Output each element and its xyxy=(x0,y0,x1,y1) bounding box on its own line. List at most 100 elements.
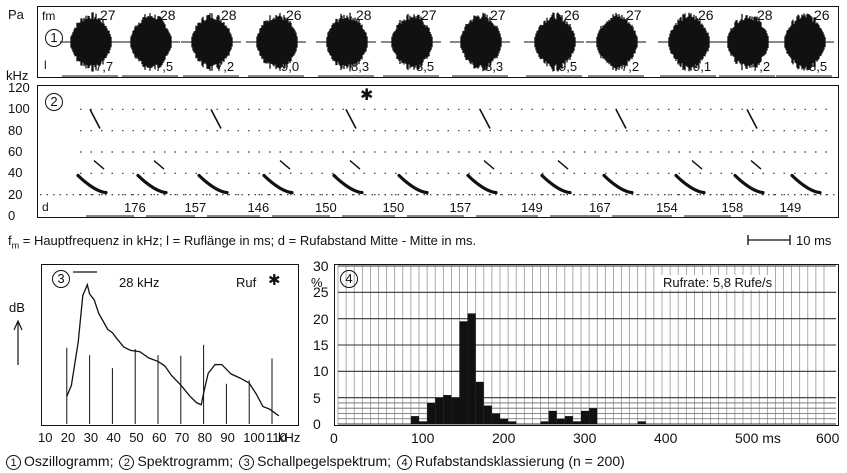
waveform xyxy=(596,12,638,72)
fundamental-sweep xyxy=(332,173,364,195)
harmonic-2 xyxy=(349,160,361,170)
l-value: 7,7 xyxy=(95,59,114,74)
interval-value: 149 xyxy=(779,200,802,215)
fundamental-sweep xyxy=(76,173,108,195)
fundamental-sweep xyxy=(197,173,229,195)
fundamental-sweep xyxy=(733,173,765,195)
interval-value: 176 xyxy=(124,200,146,215)
hist-bar xyxy=(491,413,500,424)
figure-caption: 1 Oszillogramm; 2 Spektrogramm; 3 Schallpegel… xyxy=(6,454,631,470)
spectrogram-panel xyxy=(37,85,839,218)
l-value: 7,2 xyxy=(621,59,640,74)
hist-bar xyxy=(427,402,436,424)
l-value: 7,2 xyxy=(216,59,235,74)
spectrum-call-label: Ruf xyxy=(236,275,257,290)
harmonic-2 xyxy=(750,160,762,170)
harmonic-3 xyxy=(210,108,222,129)
hist-bar xyxy=(410,416,419,424)
hist-x-tick: 200 xyxy=(492,430,516,446)
hist-bar xyxy=(419,421,428,424)
fm-value: 27 xyxy=(421,7,437,23)
pa-axis-label: Pa xyxy=(8,7,24,22)
hist-y-tick: 10 xyxy=(313,363,329,380)
fm-value: 27 xyxy=(100,7,116,23)
legend-fm: f xyxy=(8,233,12,248)
waveform xyxy=(256,13,298,71)
waveform xyxy=(191,13,233,71)
caption-text: Rufabstandsklassierung (n = 200) xyxy=(415,453,625,469)
hist-y-tick: 25 xyxy=(313,284,329,301)
l-value: 9,1 xyxy=(693,59,712,74)
fundamental-sweep xyxy=(262,173,294,195)
spectrogram-marker: 2 xyxy=(45,93,63,111)
l-row-label: l xyxy=(44,58,47,72)
fundamental-sweep xyxy=(397,173,429,195)
interval-value: 157 xyxy=(184,200,207,215)
fm-value: 28 xyxy=(356,7,372,23)
caption-number: 3 xyxy=(239,455,255,470)
l-value: 8,5 xyxy=(416,59,435,74)
hist-bar xyxy=(451,397,460,424)
waveform xyxy=(130,13,172,71)
l-value: 8,5 xyxy=(809,59,828,74)
spectrum-x-tick: 60 xyxy=(152,430,167,445)
hist-x-tick: 300 xyxy=(573,430,597,446)
spec-y-tick: 80 xyxy=(8,122,23,138)
hist-bar xyxy=(459,321,468,424)
caption-item: 3 Schallpegelspektrum; xyxy=(239,453,391,470)
interval-value: 146 xyxy=(247,200,270,215)
spectrum-x-tick: 90 xyxy=(220,430,235,445)
call-star-marker: ✱ xyxy=(360,87,374,104)
spec-y-tick: 60 xyxy=(8,144,23,159)
interval-value: 154 xyxy=(656,200,678,215)
fm-value: 26 xyxy=(698,7,714,23)
hist-bar xyxy=(564,416,573,424)
spectrum-x-tick: 70 xyxy=(174,430,190,445)
histogram-marker: 4 xyxy=(340,270,358,288)
spectrum-x-unit: kHz xyxy=(278,430,301,445)
histogram-yunit: % xyxy=(311,275,323,290)
hist-bar xyxy=(435,397,444,424)
interval-value: 167 xyxy=(589,200,611,215)
harmonic-3 xyxy=(345,108,357,129)
spec-y-tick: 120 xyxy=(8,80,30,95)
spectrum-ylabel: dB xyxy=(9,300,25,315)
fm-value: 28 xyxy=(757,7,773,23)
waveform xyxy=(70,12,112,72)
oscillogram-marker: 1 xyxy=(45,29,63,47)
hist-x-tick: 0 xyxy=(330,430,338,446)
waveform xyxy=(460,12,502,72)
fundamental-sweep xyxy=(790,173,822,195)
hist-y-tick: 0 xyxy=(313,416,321,432)
spectrum-marker: 3 xyxy=(52,270,70,288)
fm-value: 26 xyxy=(564,7,580,23)
waveform xyxy=(668,12,710,72)
hist-bar xyxy=(443,395,452,424)
hist-y-tick: 5 xyxy=(313,389,321,406)
legend-text: = Hauptfrequenz in kHz; l = Ruflänge in … xyxy=(19,233,477,248)
spectrum-x-tick: 30 xyxy=(83,430,99,445)
fundamental-sweep xyxy=(602,173,634,195)
hist-y-tick: 20 xyxy=(313,310,329,327)
caption-number: 4 xyxy=(397,455,413,470)
harmonic-3 xyxy=(746,108,758,129)
spectrum-x-tick: 80 xyxy=(197,430,213,445)
interval-value: 158 xyxy=(721,200,744,215)
harmonic-2 xyxy=(691,160,703,170)
l-value: 7,5 xyxy=(155,59,174,74)
spectrum-peak-label: 28 kHz xyxy=(119,275,160,290)
fundamental-sweep xyxy=(540,173,572,195)
caption-number: 1 xyxy=(6,455,21,470)
caption-item: 2 Spektrogramm; xyxy=(119,453,233,470)
caption-item: 1 Oszillogramm; xyxy=(6,453,113,470)
fm-value: 27 xyxy=(626,7,642,23)
hist-bar xyxy=(540,421,549,424)
l-value: 8,3 xyxy=(351,59,370,74)
harmonic-2 xyxy=(279,160,291,170)
harmonic-2 xyxy=(483,160,495,170)
hist-bar xyxy=(508,421,517,424)
